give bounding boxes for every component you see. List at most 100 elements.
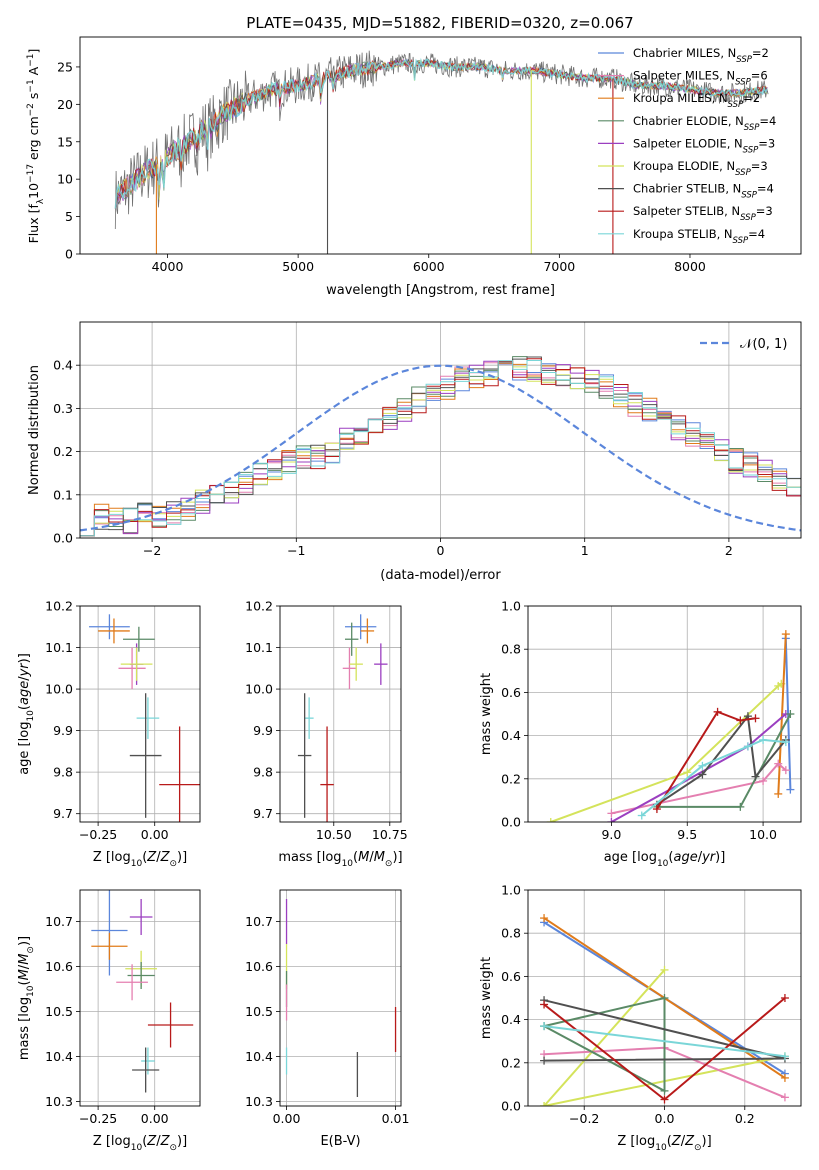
y-tick-label: 10.4	[245, 1049, 273, 1064]
x-axis-label-part: ⊙	[169, 1143, 177, 1153]
legend: Chabrier MILES, NSSP=2 Salpeter MILES, NS…	[598, 46, 776, 246]
y-tick-label: 25	[57, 59, 73, 74]
y-tick-label: 10.6	[245, 959, 273, 974]
x-axis-label-part: Z	[146, 850, 157, 865]
x-axis-label-part: (	[142, 1134, 147, 1149]
y-tick-label: 0.3	[53, 401, 73, 416]
legend-suffix: =6	[751, 69, 768, 83]
y-axis-label-part: mass [log	[17, 997, 32, 1060]
model-spectrum-line	[114, 57, 768, 209]
y-axis-label-part: −1	[26, 79, 36, 92]
legend-entry: Salpeter MILES, NSSP=6	[633, 69, 768, 88]
y-axis-label-part: ⊙	[26, 946, 36, 954]
x-axis-label-part: 10	[655, 1143, 667, 1153]
legend-subscript: SSP	[733, 236, 749, 246]
axes-frame	[527, 605, 802, 823]
y-tick-label: 10.6	[45, 959, 73, 974]
x-tick-label: −0.2	[569, 1111, 599, 1126]
y-tick-label: 10.3	[45, 1094, 73, 1109]
x-tick-label: 0.2	[735, 1111, 755, 1126]
x-tick-label: −1	[287, 543, 305, 558]
y-axis-label-part: −1	[26, 54, 36, 67]
x-axis-label: Z [log10(Z/Z⊙)]	[93, 1134, 187, 1153]
legend-suffix: =4	[748, 227, 765, 241]
y-axis-label-part: M	[17, 969, 32, 980]
x-axis-label-part: 10	[342, 859, 354, 869]
y-tick-label: 9.8	[53, 765, 73, 780]
errorbar-series	[89, 614, 200, 822]
y-tick-label: 9.8	[253, 765, 273, 780]
legend-label: Kroupa ELODIE, N	[633, 159, 735, 173]
y-tick-label: 10.5	[45, 1004, 73, 1019]
plot-massweight-vs-age: 9.0 9.5 10.0 0.0 0.2 0.4 0.6 0.8 1.0 age [log10(a…	[479, 599, 802, 869]
axes-frame	[279, 605, 402, 823]
y-axis-label-part: 10	[26, 710, 36, 722]
x-tick-label: 0.00	[141, 827, 169, 842]
x-tick-label: −0.25	[79, 1111, 117, 1126]
legend-label: Salpeter STELIB, N	[633, 204, 740, 218]
x-axis-label-part: age [log	[604, 850, 657, 865]
x-tick-label: 10.75	[372, 827, 408, 842]
y-tick-label: 10.3	[245, 1094, 273, 1109]
y-tick-label: 15	[57, 134, 73, 149]
plot-age-vs-mass: 10.50 10.75 9.7 9.8 9.9 10.0 10.1 10.2 mass [log…	[245, 599, 408, 870]
x-tick-label: 9.5	[677, 827, 697, 842]
legend-subscript: SSP	[743, 145, 759, 155]
weight-line	[550, 682, 782, 822]
weight-line	[543, 1025, 786, 1058]
y-axis-label-part: A	[26, 66, 41, 79]
x-axis-label-part: )]	[177, 1134, 187, 1149]
x-tick-label: 5000	[282, 259, 314, 274]
x-tick-label: 1	[581, 543, 589, 558]
weight-series	[546, 630, 795, 822]
y-tick-label: 0.4	[53, 358, 73, 373]
x-axis-label: mass [log10(M/M⊙)]	[278, 850, 402, 869]
y-tick-label: 0.6	[501, 969, 521, 984]
legend-suffix: =2	[752, 46, 769, 60]
x-axis-label-part: Z	[684, 1134, 695, 1149]
gaussian-curve	[80, 364, 801, 532]
y-axis-label: age [log10(age/yr)]	[17, 653, 36, 775]
x-axis-label-part: )]	[392, 850, 402, 865]
y-axis-label-part: (	[17, 705, 32, 710]
figure-title: PLATE=0435, MJD=51882, FIBERID=0320, z=0…	[246, 14, 633, 32]
x-axis-label-part: (	[142, 850, 147, 865]
histogram-step-line	[80, 363, 801, 538]
y-axis-label-part: )]	[17, 936, 32, 946]
plot-mass-vs-EBV: 0.00 0.01 10.3 10.4 10.5 10.6 10.7 E(B-V)	[245, 889, 409, 1149]
y-tick-label: 10.2	[45, 599, 73, 614]
x-axis-label-part: ⊙	[694, 1143, 702, 1153]
x-axis-label-part: Z [log	[93, 850, 131, 865]
y-axis-label-part: 10	[26, 183, 41, 199]
y-tick-label: 1.0	[501, 883, 521, 898]
x-tick-label: 9.0	[601, 827, 621, 842]
y-axis-label: mass weight	[479, 673, 494, 755]
x-tick-label: 8000	[674, 259, 706, 274]
y-tick-label: 0.0	[501, 815, 521, 830]
x-axis-label-part: Z [log	[617, 1134, 655, 1149]
x-axis-label-part: M	[374, 850, 385, 865]
y-tick-label: 0.1	[53, 487, 73, 502]
x-axis-label-part: M	[358, 850, 369, 865]
legend-subscript: SSP	[736, 55, 752, 65]
x-axis-label-part: Z	[671, 1134, 682, 1149]
y-tick-label: 10.5	[245, 1004, 273, 1019]
x-tick-label: 4000	[152, 259, 184, 274]
y-tick-label: 0.6	[501, 685, 521, 700]
y-tick-label: 9.9	[253, 723, 273, 738]
y-tick-label: 10.4	[45, 1049, 73, 1064]
plot-massweight-vs-Z: −0.2 0.0 0.20.00.20.40.60.81.0Z [log10(Z/Z…	[479, 883, 802, 1153]
y-axis-label: mass [log10(M/M⊙)]	[17, 936, 36, 1060]
legend-entry: Chabrier MILES, NSSP=2	[633, 46, 769, 65]
legend-entry: Kroupa STELIB, NSSP=4	[633, 227, 765, 246]
weight-line	[543, 996, 666, 1093]
y-axis-label-part: erg cm	[26, 116, 41, 164]
y-tick-label: 0.0	[501, 1099, 521, 1114]
x-axis-label-part: 10	[657, 859, 669, 869]
y-axis-label-part: /	[17, 676, 32, 681]
x-axis-label-part: (	[668, 850, 673, 865]
legend-subscript: SSP	[735, 78, 751, 88]
y-tick-label: 0.8	[501, 926, 521, 941]
legend-label: Salpeter ELODIE, N	[633, 136, 743, 150]
